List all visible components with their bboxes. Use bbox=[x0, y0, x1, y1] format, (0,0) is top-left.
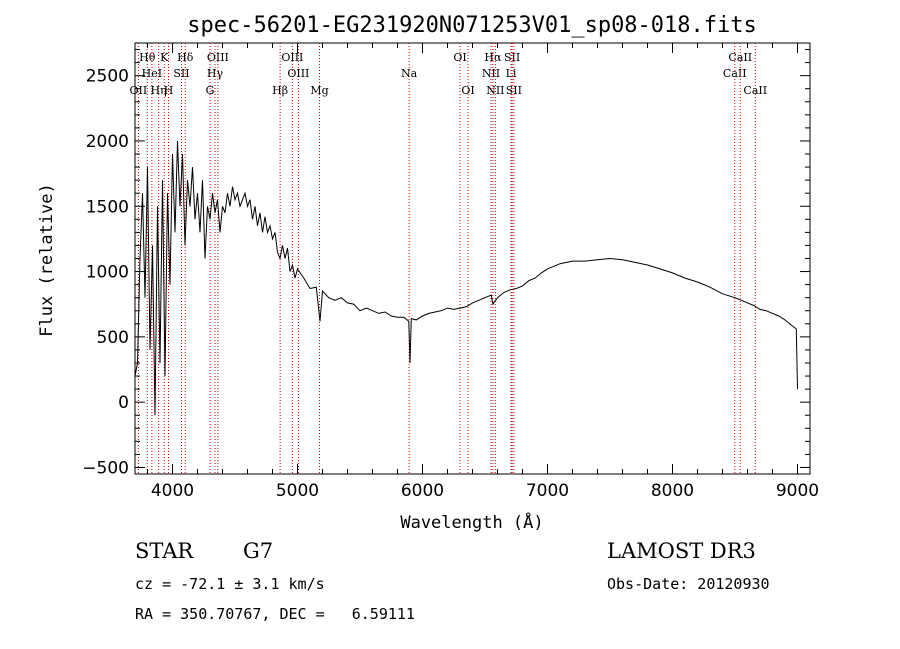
x-tick-label: 6000 bbox=[401, 481, 444, 501]
x-axis-label: Wavelength (Å) bbox=[400, 511, 543, 533]
emission-line-label: OIII bbox=[281, 51, 303, 64]
emission-line-label: SII bbox=[504, 51, 520, 64]
emission-line-label: HeI bbox=[142, 67, 162, 80]
emission-line-label: OIII bbox=[287, 67, 309, 80]
y-tick-label: 0 bbox=[118, 393, 129, 413]
object-subclass: G7 bbox=[243, 539, 274, 563]
survey-name: LAMOST DR3 bbox=[607, 539, 756, 563]
plot-area: OIIHθHeIHηKHSIIHδGHγOIIIHβOIIIOIIIMgNaOI… bbox=[82, 42, 819, 501]
emission-line-label: CaII bbox=[743, 84, 767, 97]
emission-line-label: Na bbox=[401, 67, 418, 80]
emission-line-label: Hα bbox=[484, 51, 502, 64]
redshift-cz: cz = -72.1 ± 3.1 km/s bbox=[135, 575, 325, 593]
emission-line-label: OIII bbox=[207, 51, 229, 64]
y-tick-label: 2000 bbox=[86, 132, 129, 152]
y-tick-label: 1500 bbox=[86, 197, 129, 217]
x-tick-label: 9000 bbox=[776, 481, 819, 501]
emission-line-label: NII bbox=[482, 67, 500, 80]
emission-line-label: G bbox=[206, 84, 215, 97]
emission-line-label: OI bbox=[461, 84, 474, 97]
emission-line-label: K bbox=[160, 51, 169, 64]
y-axis-label: Flux (relative) bbox=[37, 183, 57, 337]
emission-line-label: SII bbox=[173, 67, 189, 80]
emission-line-label: OII bbox=[130, 84, 148, 97]
coordinates: RA = 350.70767, DEC = 6.59111 bbox=[135, 605, 415, 623]
emission-line-label: Li bbox=[506, 67, 517, 80]
object-class: STAR bbox=[135, 539, 194, 563]
x-tick-label: 7000 bbox=[526, 481, 569, 501]
chart-title: spec-56201-EG231920N071253V01_sp08-018.f… bbox=[187, 13, 757, 38]
y-tick-label: 1000 bbox=[86, 263, 129, 283]
emission-line-label: OI bbox=[453, 51, 466, 64]
emission-line-label: SII bbox=[506, 84, 522, 97]
y-tick-label: 500 bbox=[97, 328, 129, 348]
emission-line-label: CaII bbox=[728, 51, 752, 64]
emission-line-label: Hγ bbox=[207, 67, 224, 80]
x-tick-label: 5000 bbox=[276, 481, 319, 501]
y-tick-label: 2500 bbox=[86, 67, 129, 87]
emission-line-label: NII bbox=[486, 84, 504, 97]
emission-line-label: H bbox=[164, 84, 174, 97]
emission-line-label: Hβ bbox=[272, 84, 288, 97]
y-tick-label: −500 bbox=[82, 458, 129, 478]
emission-line-label: CaII bbox=[723, 67, 747, 80]
plot-frame bbox=[134, 42, 811, 475]
spectrum-series-line bbox=[134, 140, 798, 416]
x-tick-label: 4000 bbox=[151, 481, 194, 501]
emission-line-label: Hη bbox=[151, 84, 167, 97]
x-tick-label: 8000 bbox=[651, 481, 694, 501]
emission-line-label: Hθ bbox=[139, 51, 156, 64]
emission-line-label: Mg bbox=[310, 84, 328, 97]
obs-date: Obs-Date: 20120930 bbox=[607, 575, 770, 593]
emission-line-label: Hδ bbox=[177, 51, 194, 64]
